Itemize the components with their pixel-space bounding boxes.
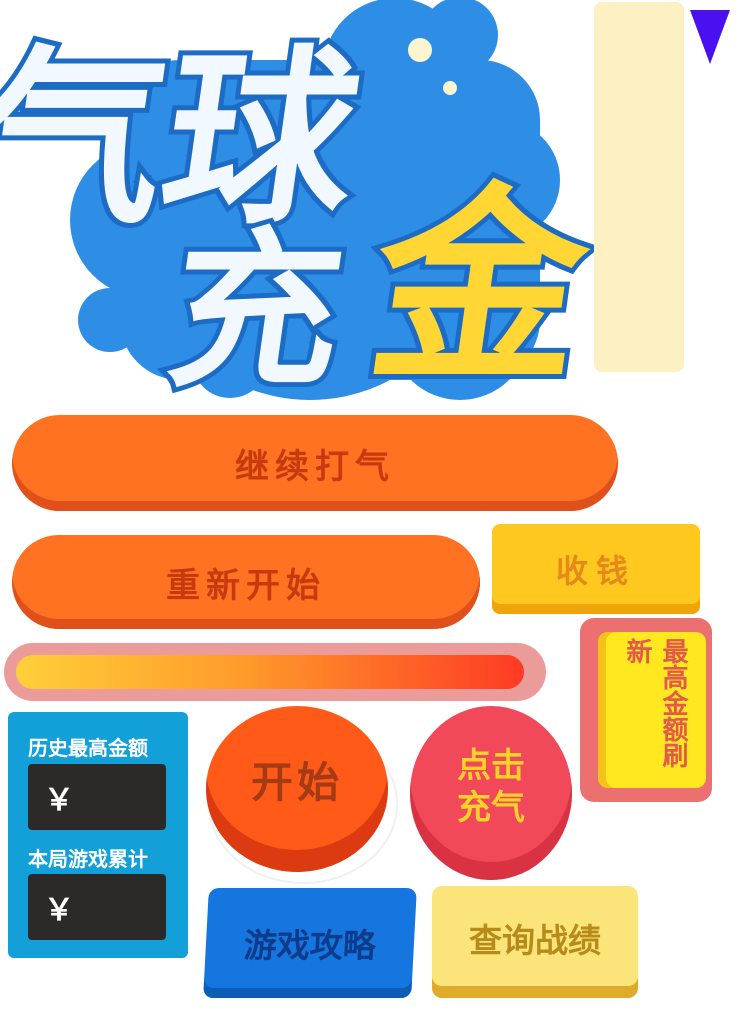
logo-text-balloon: 气球 xyxy=(0,30,372,251)
continue-pump-label: 继续打气 xyxy=(235,446,395,487)
refresh-max-face xyxy=(598,632,706,788)
game-guide-button[interactable]: 游戏攻略 xyxy=(203,888,417,998)
game-logo: 气球 充 金 xyxy=(0,0,600,410)
triangle-down-icon[interactable] xyxy=(690,6,732,66)
collect-money-label: 收钱 xyxy=(555,552,636,590)
game-guide-label: 游戏攻略 xyxy=(242,926,377,965)
history-max-label: 历史最高金额 xyxy=(28,736,148,760)
query-records-button[interactable]: 查询战绩 xyxy=(432,886,638,998)
continue-pump-button[interactable]: 继续打气 xyxy=(12,415,618,511)
start-button[interactable]: 开始 xyxy=(206,706,388,872)
click-inflate-button[interactable]: 点击 充气 xyxy=(410,706,572,880)
logo-text-charge: 充 xyxy=(157,213,355,410)
side-panel xyxy=(594,2,684,372)
refresh-max-label: 最高金额刷新 xyxy=(622,638,688,768)
history-max-value: ￥ xyxy=(28,764,166,830)
logo-text-gold: 金 xyxy=(356,165,600,410)
collect-money-button[interactable]: 收钱 xyxy=(492,524,700,614)
round-total-value: ￥ xyxy=(28,874,166,940)
restart-label: 重新开始 xyxy=(166,565,326,606)
click-inflate-label-line2: 充气 xyxy=(457,788,525,828)
query-records-label: 查询战绩 xyxy=(469,921,601,960)
click-inflate-label-line1: 点击 xyxy=(457,746,525,786)
restart-button[interactable]: 重新开始 xyxy=(12,535,480,629)
progress-fill xyxy=(16,655,524,689)
round-total-label: 本局游戏累计 xyxy=(28,847,148,871)
start-label: 开始 xyxy=(250,757,343,807)
